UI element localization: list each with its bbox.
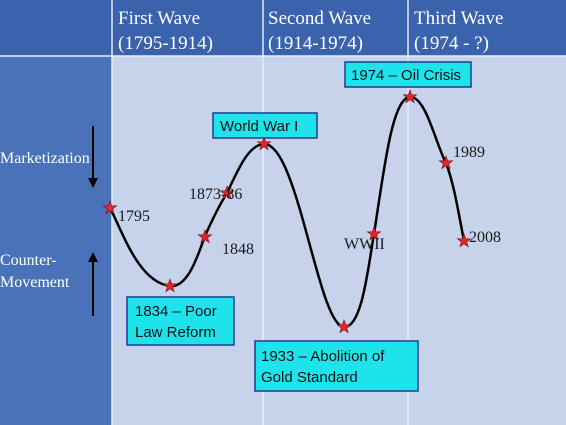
wave-curve	[108, 95, 466, 329]
point-label-1873-86: 1873-86	[189, 186, 242, 203]
callout-text-line1: 1933 – Abolition of	[261, 348, 385, 365]
header-band	[0, 0, 566, 56]
callout-poor-law-reform: 1834 – Poor Law Reform	[126, 296, 235, 346]
header-title: Second Wave	[268, 8, 371, 29]
arrow-up-icon	[88, 252, 98, 316]
sidebar-panel	[0, 56, 112, 425]
marketization-label: Marketization	[0, 150, 90, 167]
arrow-down-icon	[88, 126, 98, 188]
header-range: (1914-1974)	[268, 33, 363, 54]
callout-text-line1: 1834 – Poor	[135, 303, 217, 320]
callout-oil-crisis: 1974 – Oil Crisis	[344, 61, 472, 88]
header-third-wave: Third Wave (1974 - ?)	[414, 8, 503, 54]
point-label-wwii: WWII	[344, 236, 385, 253]
header-first-wave: First Wave (1795-1914)	[118, 8, 213, 54]
header-range: (1974 - ?)	[414, 33, 489, 54]
point-label-2008: 2008	[469, 229, 501, 246]
point-label-1795: 1795	[118, 208, 150, 225]
callout-text-line2: Law Reform	[135, 324, 216, 341]
header-second-wave: Second Wave (1914-1974)	[268, 8, 371, 54]
callout-text: World War I	[220, 118, 298, 135]
header-title: Third Wave	[414, 8, 503, 29]
header-range: (1795-1914)	[118, 33, 213, 54]
callout-gold-standard: 1933 – Abolition of Gold Standard	[254, 340, 419, 392]
callout-world-war-i: World War I	[212, 112, 318, 139]
counter-movement-label-line2: Movement	[0, 274, 70, 291]
counter-movement-label-line1: Counter-	[0, 252, 57, 269]
point-label-1848: 1848	[222, 241, 254, 258]
callout-text-line2: Gold Standard	[261, 369, 358, 386]
callout-text: 1974 – Oil Crisis	[351, 67, 461, 84]
point-label-1989: 1989	[453, 144, 485, 161]
header-title: First Wave	[118, 8, 200, 29]
